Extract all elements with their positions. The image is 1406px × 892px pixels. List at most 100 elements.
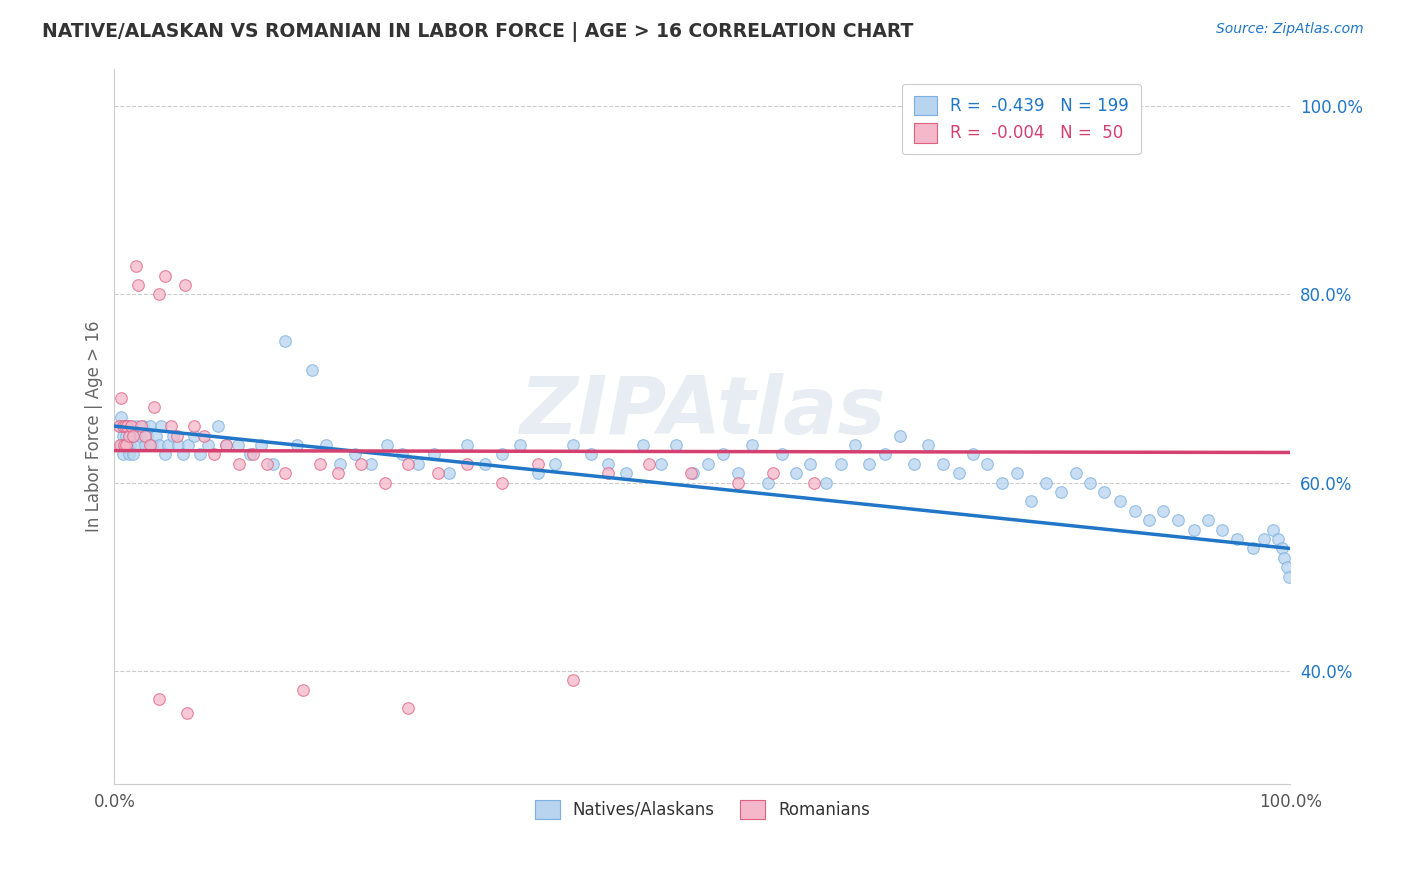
Point: [1167, 513, 1189, 527]
Point: [1275, 560, 1298, 574]
Point: [166, 428, 188, 442]
Point: [138, 419, 160, 434]
Point: [145, 428, 167, 442]
Point: [124, 419, 146, 434]
Point: [120, 419, 142, 434]
Point: [396, 701, 419, 715]
Point: [124, 259, 146, 273]
Point: [108, 419, 131, 434]
Point: [375, 438, 398, 452]
Point: [127, 438, 149, 452]
Point: [1050, 485, 1073, 500]
Point: [110, 409, 132, 424]
Point: [1064, 466, 1087, 480]
Point: [679, 466, 702, 480]
Point: [110, 438, 132, 452]
Point: [226, 438, 249, 452]
Point: [141, 438, 163, 452]
Point: [491, 475, 513, 490]
Point: [962, 447, 984, 461]
Point: [650, 457, 672, 471]
Point: [1197, 513, 1219, 527]
Point: [830, 457, 852, 471]
Point: [509, 438, 531, 452]
Point: [129, 428, 152, 442]
Point: [117, 419, 139, 434]
Point: [350, 457, 373, 471]
Point: [1108, 494, 1130, 508]
Point: [111, 428, 134, 442]
Point: [207, 419, 229, 434]
Text: Source: ZipAtlas.com: Source: ZipAtlas.com: [1216, 22, 1364, 37]
Point: [131, 419, 153, 434]
Point: [1278, 570, 1301, 584]
Point: [456, 457, 478, 471]
Point: [114, 438, 136, 452]
Point: [917, 438, 939, 452]
Point: [1261, 523, 1284, 537]
Point: [991, 475, 1014, 490]
Point: [374, 475, 396, 490]
Point: [858, 457, 880, 471]
Point: [117, 419, 139, 434]
Point: [183, 428, 205, 442]
Point: [326, 466, 349, 480]
Point: [110, 438, 132, 452]
Point: [117, 428, 139, 442]
Point: [112, 419, 135, 434]
Point: [1271, 541, 1294, 556]
Point: [315, 438, 337, 452]
Point: [329, 457, 352, 471]
Point: [344, 447, 367, 461]
Point: [544, 457, 567, 471]
Point: [1152, 504, 1174, 518]
Point: [889, 428, 911, 442]
Point: [150, 419, 173, 434]
Point: [120, 419, 142, 434]
Point: [134, 428, 156, 442]
Point: [256, 457, 278, 471]
Point: [633, 438, 655, 452]
Point: [814, 475, 837, 490]
Point: [162, 428, 184, 442]
Point: [239, 447, 262, 461]
Point: [426, 466, 449, 480]
Point: [803, 475, 825, 490]
Point: [1267, 532, 1289, 546]
Point: [242, 447, 264, 461]
Point: [202, 447, 225, 461]
Point: [713, 447, 735, 461]
Point: [177, 438, 200, 452]
Point: [188, 447, 211, 461]
Point: [122, 447, 145, 461]
Point: [598, 466, 620, 480]
Point: [183, 419, 205, 434]
Point: [176, 706, 198, 721]
Point: [153, 447, 176, 461]
Point: [153, 268, 176, 283]
Point: [1035, 475, 1057, 490]
Point: [360, 457, 382, 471]
Point: [562, 673, 585, 688]
Point: [976, 457, 998, 471]
Point: [157, 438, 180, 452]
Point: [110, 391, 132, 405]
Point: [228, 457, 250, 471]
Point: [197, 438, 219, 452]
Point: [148, 438, 170, 452]
Text: ZIPAtlas: ZIPAtlas: [519, 373, 886, 450]
Point: [614, 466, 637, 480]
Point: [215, 438, 238, 452]
Point: [1241, 541, 1264, 556]
Point: [174, 277, 197, 292]
Point: [122, 428, 145, 442]
Point: [111, 419, 134, 434]
Point: [301, 362, 323, 376]
Point: [770, 447, 793, 461]
Point: [1182, 523, 1205, 537]
Point: [456, 438, 478, 452]
Point: [1021, 494, 1043, 508]
Point: [1078, 475, 1101, 490]
Point: [262, 457, 284, 471]
Point: [756, 475, 779, 490]
